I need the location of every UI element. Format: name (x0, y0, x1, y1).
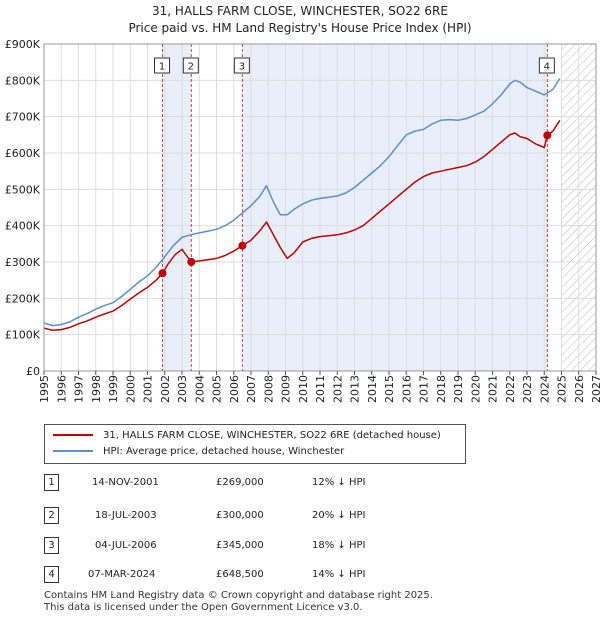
footer-line-2: This data is licensed under the Open Gov… (44, 602, 363, 613)
x-tick-label: 2023 (521, 375, 534, 403)
x-tick-label: 2013 (349, 375, 362, 403)
x-tick-label: 2019 (452, 375, 465, 403)
x-tick-label: 1997 (73, 375, 86, 403)
sale-label-text: 1 (159, 62, 165, 73)
sale-label-text: 4 (544, 62, 550, 73)
sale-number-box: 2 (44, 507, 59, 524)
chart-title: 31, HALLS FARM CLOSE, WINCHESTER, SO22 6… (152, 4, 448, 18)
sale-price: £345,000 (216, 540, 264, 551)
sale-price: £648,500 (216, 569, 264, 580)
y-tick-label: £0 (26, 365, 40, 378)
x-tick-label: 2015 (383, 375, 396, 403)
x-tick-label: 2016 (400, 375, 413, 403)
sale-label-box (538, 57, 555, 74)
x-tick-label: 1999 (107, 375, 120, 403)
x-tick-label: 2026 (573, 375, 586, 403)
sale-number-box: 1 (44, 474, 59, 491)
sale-point (543, 131, 552, 140)
x-tick-label: 1998 (90, 375, 103, 403)
sale-hpi-diff: 12% ↓ HPI (312, 477, 366, 488)
sale-label-text: 2 (188, 62, 194, 73)
sale-point (158, 269, 167, 278)
sale-hpi-diff: 20% ↓ HPI (312, 510, 366, 521)
x-tick-label: 2003 (176, 375, 189, 403)
x-tick-label: 1996 (55, 375, 68, 403)
y-tick-label: £200K (5, 292, 41, 305)
sale-label-text: 3 (239, 62, 245, 73)
x-tick-label: 2008 (262, 375, 275, 403)
legend-item-property: 31, HALLS FARM CLOSE, WINCHESTER, SO22 6… (53, 429, 441, 443)
chart-legend: 31, HALLS FARM CLOSE, WINCHESTER, SO22 6… (44, 424, 466, 464)
sale-label-box (154, 57, 171, 74)
sale-hpi-diff: 18% ↓ HPI (312, 540, 366, 551)
y-tick-label: £300K (5, 256, 41, 269)
sale-point (187, 258, 196, 266)
chart-subtitle: Price paid vs. HM Land Registry's House … (128, 21, 472, 35)
y-tick-label: £600K (5, 147, 41, 160)
x-tick-label: 2017 (418, 375, 431, 403)
x-tick-label: 2022 (504, 375, 517, 403)
footer-attribution: Contains HM Land Registry data © Crown c… (44, 590, 433, 614)
legend-label-hpi: HPI: Average price, detached house, Winc… (103, 446, 345, 457)
x-tick-label: 2010 (297, 375, 310, 403)
x-tick-label: 2014 (366, 375, 379, 403)
x-tick-label: 2002 (159, 375, 172, 403)
x-tick-label: 2005 (211, 375, 224, 403)
x-tick-label: 2020 (469, 375, 482, 403)
x-tick-label: 2009 (280, 375, 293, 403)
x-tick-label: 2024 (538, 375, 551, 403)
x-tick-label: 2025 (556, 375, 569, 403)
sale-date: 18-JUL-2003 (95, 510, 157, 521)
sale-date: 14-NOV-2001 (92, 477, 159, 488)
x-tick-label: 2011 (314, 375, 327, 403)
sale-label-box (233, 57, 250, 74)
sale-number-box: 4 (44, 566, 59, 583)
shaded-period (242, 44, 548, 371)
sale-price: £300,000 (216, 510, 264, 521)
x-tick-label: 2018 (435, 375, 448, 403)
sale-point (238, 241, 247, 250)
x-tick-label: 2000 (124, 375, 137, 403)
shaded-period (162, 44, 192, 371)
y-tick-label: £100K (5, 329, 41, 342)
x-tick-label: 2021 (487, 375, 500, 403)
y-tick-label: £900K (5, 38, 41, 51)
x-tick-label: 2007 (245, 375, 258, 403)
x-tick-label: 2027 (590, 375, 600, 403)
sale-label-box (182, 57, 199, 74)
legend-label-property: 31, HALLS FARM CLOSE, WINCHESTER, SO22 6… (103, 430, 441, 441)
footer-line-1: Contains HM Land Registry data © Crown c… (44, 590, 433, 601)
x-tick-label: 2012 (331, 375, 344, 403)
legend-swatch-hpi (53, 450, 93, 452)
sale-price: £269,000 (216, 477, 264, 488)
y-tick-label: £500K (5, 183, 41, 196)
sale-date: 04-JUL-2006 (95, 540, 157, 551)
sale-hpi-diff: 14% ↓ HPI (312, 569, 366, 580)
sale-number-box: 3 (44, 537, 59, 554)
series-line (43, 119, 561, 332)
legend-item-hpi: HPI: Average price, detached house, Winc… (53, 445, 344, 459)
y-tick-label: £800K (5, 74, 41, 87)
y-tick-label: £400K (5, 220, 41, 233)
y-tick-label: £700K (5, 111, 41, 124)
legend-swatch-property (53, 434, 93, 436)
x-tick-label: 2006 (228, 375, 241, 403)
x-tick-label: 2001 (142, 375, 155, 403)
x-tick-label: 2004 (193, 375, 206, 403)
x-tick-label: 1995 (38, 375, 51, 403)
sale-date: 07-MAR-2024 (88, 569, 156, 580)
series-line (43, 78, 561, 327)
price-chart: 1 2 3 4 £0 £100K £200K £300K £400K £500K £600K £700… (5, 38, 600, 403)
